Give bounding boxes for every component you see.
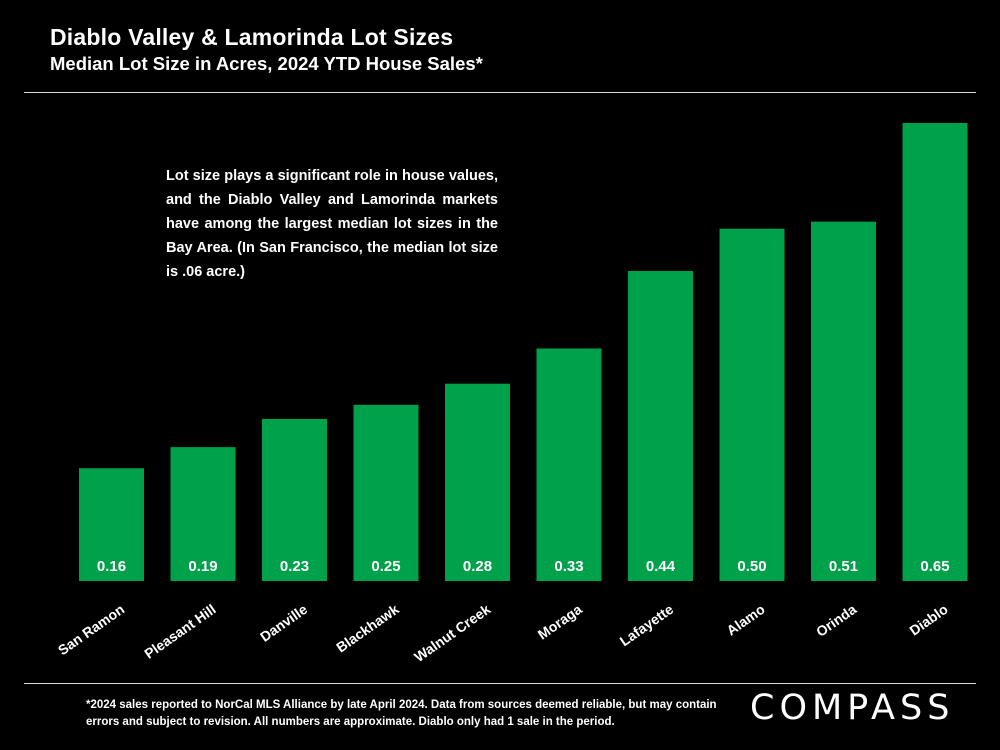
bar-danville [262, 418, 327, 581]
bar-san-ramon [79, 468, 144, 581]
page-title: Diablo Valley & Lamorinda Lot Sizes [50, 24, 454, 50]
tick-label-lafayette: Lafayette [617, 601, 677, 649]
footer-divider [24, 683, 976, 684]
data-label-alamo: 0.50 [737, 558, 766, 575]
data-label-moraga: 0.33 [554, 558, 583, 575]
bar-orinda [811, 221, 876, 581]
data-label-san-ramon: 0.16 [97, 558, 126, 575]
tick-label-alamo: Alamo [723, 601, 767, 639]
bar-lafayette [628, 270, 693, 581]
chart-annotation: Lot size plays a significant role in hou… [166, 168, 498, 280]
data-label-lafayette: 0.44 [646, 558, 676, 575]
bar-walnut-creek [445, 383, 510, 581]
tick-label-san-ramon: San Ramon [55, 601, 127, 658]
data-label-orinda: 0.51 [829, 558, 858, 575]
compass-logo: COMPASS [750, 688, 955, 728]
tick-label-pleasant-hill: Pleasant Hill [141, 601, 218, 662]
bar-diablo [902, 123, 968, 581]
bar-blackhawk [353, 404, 419, 581]
tick-label-danville: Danville [257, 601, 310, 645]
tick-label-walnut-creek: Walnut Creek [411, 601, 493, 665]
header-divider [24, 92, 976, 93]
tick-label-blackhawk: Blackhawk [333, 601, 402, 656]
bar-alamo [719, 228, 785, 581]
tick-label-orinda: Orinda [813, 601, 859, 640]
page-subtitle: Median Lot Size in Acres, 2024 YTD House… [50, 53, 483, 74]
data-label-pleasant-hill: 0.19 [188, 558, 217, 575]
tick-label-diablo: Diablo [906, 601, 950, 639]
footnote: *2024 sales reported to NorCal MLS Allia… [86, 699, 717, 728]
tick-label-moraga: Moraga [535, 601, 585, 643]
data-label-blackhawk: 0.25 [371, 558, 400, 575]
data-label-danville: 0.23 [280, 558, 309, 575]
bar-pleasant-hill [170, 447, 236, 581]
data-label-walnut-creek: 0.28 [463, 558, 492, 575]
data-label-diablo: 0.65 [920, 558, 949, 575]
bar-moraga [536, 348, 602, 581]
